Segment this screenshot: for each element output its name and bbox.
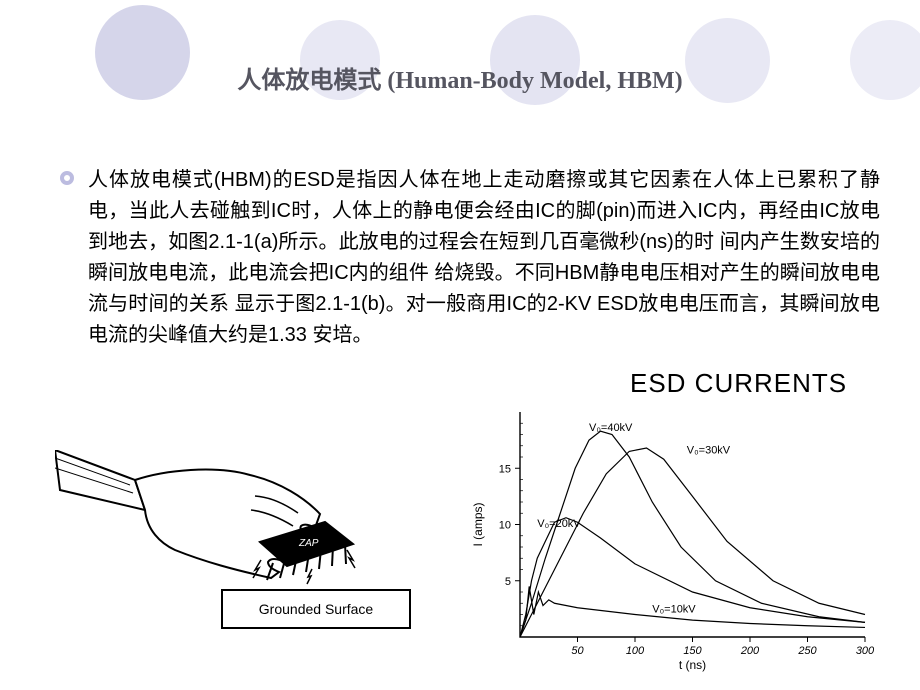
figure-a-hand-chip: ZAP Grounded Surface <box>55 450 415 640</box>
body-paragraph: 人体放电模式(HBM)的ESD是指因人体在地上走动磨擦或其它因素在人体上已累积了… <box>88 165 880 351</box>
svg-text:300: 300 <box>856 645 875 657</box>
svg-text:t (ns): t (ns) <box>679 658 706 672</box>
svg-text:V₀=40kV: V₀=40kV <box>589 422 633 434</box>
figure-area: ZAP Grounded Surface ESD CURRENTS 510155… <box>0 395 920 690</box>
chart-title: ESD CURRENTS <box>630 368 847 398</box>
body-content: 人体放电模式(HBM)的ESD是指因人体在地上走动磨擦或其它因素在人体上已累积了… <box>60 165 880 351</box>
svg-text:150: 150 <box>683 645 702 657</box>
grounded-surface-label: Grounded Surface <box>259 601 374 617</box>
svg-text:I (amps): I (amps) <box>471 502 485 546</box>
svg-text:V₀=10kV: V₀=10kV <box>652 603 696 615</box>
svg-text:50: 50 <box>571 645 584 657</box>
svg-text:V₀=30kV: V₀=30kV <box>687 445 731 457</box>
slide-title: 人体放电模式 (Human-Body Model, HBM) <box>0 60 920 95</box>
bullet-icon <box>60 171 74 185</box>
svg-text:V₀=20kV: V₀=20kV <box>537 518 581 530</box>
figure-b-esd-chart: ESD CURRENTS 5 10 15 50 100 150 200 250 300 t (ns… <box>460 367 880 672</box>
svg-text:100: 100 <box>626 645 645 657</box>
chart-plot-area: 5 10 15 50 100 150 200 250 300 t (ns) I (amps) V₀=1… <box>471 412 875 672</box>
svg-text:15: 15 <box>499 463 511 475</box>
svg-text:250: 250 <box>797 645 817 657</box>
svg-text:10: 10 <box>499 520 511 532</box>
svg-text:ZAP: ZAP <box>298 538 319 549</box>
svg-text:5: 5 <box>505 576 511 588</box>
svg-text:200: 200 <box>740 645 760 657</box>
